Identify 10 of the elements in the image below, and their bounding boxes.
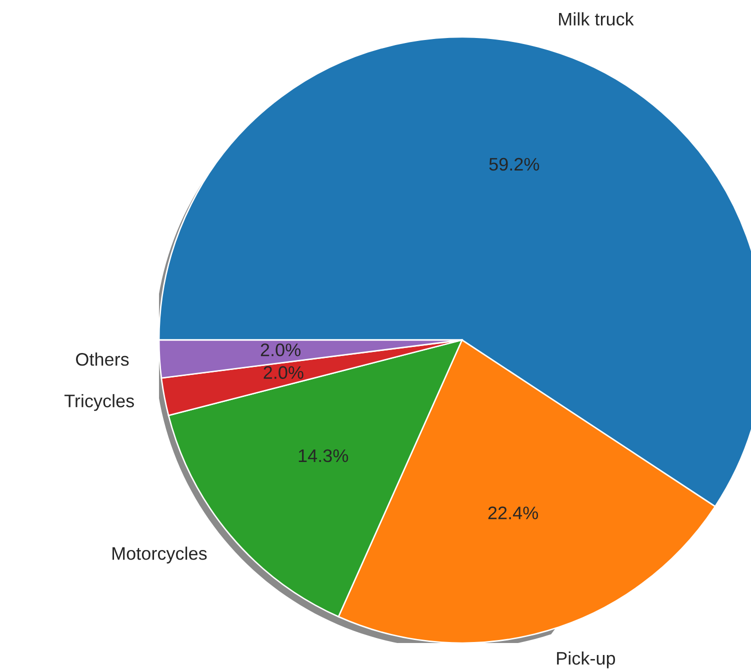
slice-label: Motorcycles xyxy=(112,546,207,564)
slice-label: Tricycles xyxy=(64,394,134,411)
data-label: 2.0% xyxy=(260,343,300,356)
data-label: 2.0% xyxy=(264,366,304,379)
slice-label: Others xyxy=(76,352,129,366)
slice-label: Milk truck xyxy=(559,12,634,26)
data-label: 14.3% xyxy=(298,449,348,462)
data-label: 59.2% xyxy=(489,158,540,171)
data-label: 22.4% xyxy=(488,506,538,520)
slice-label: Pick-up xyxy=(557,651,616,668)
